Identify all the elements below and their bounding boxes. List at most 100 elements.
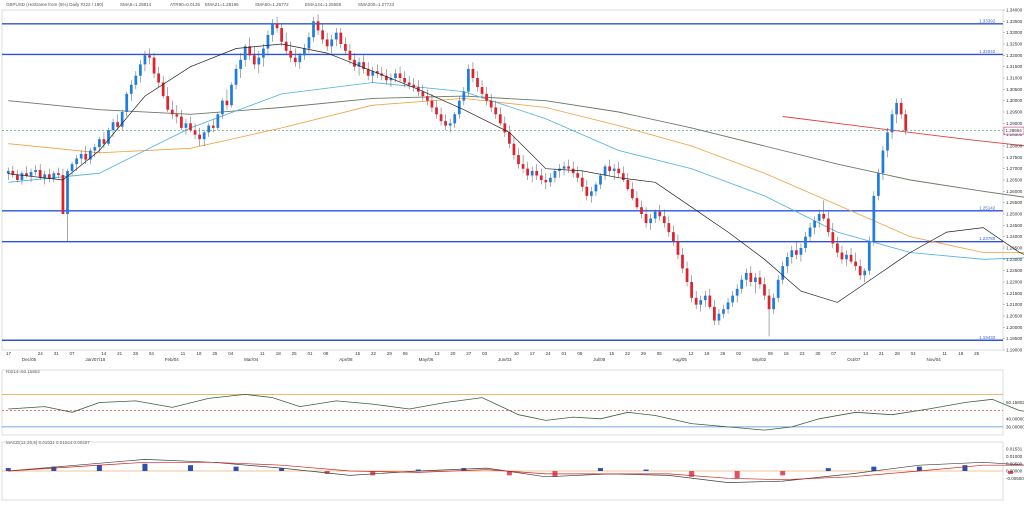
candle-body: [344, 44, 347, 51]
candle-body: [621, 173, 625, 180]
macd-histogram-bar: [188, 465, 193, 471]
candle-body: [703, 295, 707, 301]
candle-body: [248, 46, 252, 56]
candle-body: [763, 284, 766, 296]
y-tick-label: 1.32000: [1006, 53, 1023, 58]
candle-body: [170, 109, 174, 115]
chart-header-sma200: SMA200=1.27723: [358, 2, 395, 7]
candle-body: [435, 107, 438, 115]
y-tick-label: 1.25000: [1006, 212, 1023, 217]
candle-body: [895, 102, 898, 115]
candle-body: [52, 173, 56, 179]
macd-histogram-bar: [825, 468, 831, 471]
candle-body: [389, 78, 393, 81]
x-tick-label: 02: [736, 351, 742, 356]
y-tick-label: 1.28500: [1006, 132, 1023, 137]
candle-body: [366, 68, 370, 76]
candle-body: [476, 78, 479, 88]
macd-histogram-bar: [415, 469, 421, 471]
rsi-line: [8, 393, 1024, 431]
macd-histogram-bar: [233, 466, 239, 471]
candle-body: [234, 68, 238, 85]
y-tick-label: 1.23500: [1006, 246, 1023, 251]
x-tick-label: 07: [831, 351, 837, 356]
candle-body: [252, 55, 256, 65]
candle-body: [139, 64, 142, 76]
candle-body: [375, 71, 379, 74]
candle-body: [658, 211, 662, 217]
candle-body: [230, 84, 233, 106]
candle-body: [421, 91, 425, 97]
candle-body: [722, 309, 725, 314]
candle-body: [808, 227, 812, 237]
candle-body: [867, 241, 871, 271]
candle-body: [70, 164, 74, 171]
candle-body: [576, 173, 580, 178]
x-tick-label: 26: [720, 351, 726, 356]
macd-tick-label: 0.00000: [1006, 469, 1023, 474]
x-tick-label: Apr/08: [339, 357, 353, 362]
candle-body: [225, 100, 229, 106]
candle-body: [480, 87, 484, 94]
macd-histogram-bar: [780, 471, 786, 476]
y-tick-label: 1.24500: [1006, 223, 1023, 228]
candle-body: [530, 170, 534, 176]
candle-body: [20, 173, 24, 180]
candle-body: [517, 155, 520, 165]
sma50-line: [8, 97, 1024, 253]
candle-body: [98, 139, 101, 148]
macd-histogram-bar: [370, 471, 376, 476]
y-tick-label: 1.32500: [1006, 42, 1023, 47]
candle-body: [184, 123, 188, 128]
candle-body: [744, 272, 748, 280]
candle-body: [120, 112, 124, 127]
candle-body: [462, 91, 466, 101]
candle-body: [585, 186, 589, 196]
candle-body: [631, 189, 634, 199]
current-price-box: [1003, 126, 1024, 135]
x-tick-label: Oct/07: [847, 357, 861, 362]
x-tick-label: 08: [323, 351, 329, 356]
candle-body: [148, 55, 151, 58]
rsi-layer: [2, 393, 1024, 431]
x-tick-label: 24: [38, 351, 44, 356]
candle-body: [221, 100, 224, 115]
macd-tick-label: 0.01531: [1006, 446, 1023, 451]
candle-body: [858, 266, 862, 276]
y-tick-label: 1.27000: [1006, 166, 1023, 171]
candle-body: [644, 214, 648, 224]
candle-body: [804, 236, 807, 248]
current-price-label: 1.28684: [1006, 128, 1023, 133]
candle-body: [521, 164, 525, 169]
chart-header-main: GBPUSD (HotGame from (5%) Daily #222 / 1…: [6, 2, 104, 7]
y-tick-label: 1.29000: [1006, 121, 1023, 126]
macd-histogram-bar: [598, 468, 603, 471]
candle-body: [649, 218, 652, 224]
candle-body: [567, 166, 570, 169]
x-tick-label: 24: [546, 351, 552, 356]
macd-histogram-bar: [1008, 471, 1013, 474]
x-tick-label: May/06: [419, 357, 434, 362]
candle-body: [608, 166, 611, 171]
rsi-tick-label: 40.00000: [1006, 416, 1024, 421]
y-tick-label: 1.23000: [1006, 257, 1023, 262]
x-tick-label: 18: [276, 351, 282, 356]
macd-histogram-bar: [506, 471, 512, 476]
horizontal-level-label: 1.19432: [979, 335, 996, 340]
candle-body: [430, 100, 434, 108]
candle-body: [339, 32, 343, 44]
candle-body: [694, 297, 698, 305]
candle-body: [66, 170, 69, 214]
y-tick-label: 1.21500: [1006, 291, 1023, 296]
x-tick-label: 28: [895, 351, 901, 356]
y-tick-label: 1.29500: [1006, 110, 1023, 115]
candle-body: [102, 139, 106, 144]
sma5-line: [8, 43, 1024, 303]
x-tick-label: 04: [228, 351, 234, 356]
x-tick-label: 22: [625, 351, 631, 356]
candle-body: [535, 170, 539, 176]
x-tick-label: 28: [133, 351, 139, 356]
candle-body: [125, 93, 129, 112]
candle-body: [890, 114, 894, 133]
